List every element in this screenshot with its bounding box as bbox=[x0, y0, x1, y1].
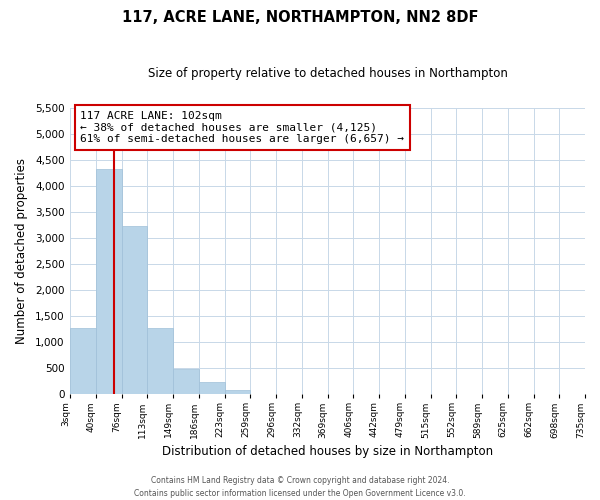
Bar bbox=[199, 382, 224, 394]
Bar bbox=[224, 390, 250, 394]
Text: 117, ACRE LANE, NORTHAMPTON, NN2 8DF: 117, ACRE LANE, NORTHAMPTON, NN2 8DF bbox=[122, 10, 478, 25]
Text: Contains HM Land Registry data © Crown copyright and database right 2024.
Contai: Contains HM Land Registry data © Crown c… bbox=[134, 476, 466, 498]
Bar bbox=[122, 226, 148, 394]
Bar bbox=[96, 169, 122, 394]
Bar bbox=[70, 328, 96, 394]
Text: 117 ACRE LANE: 102sqm
← 38% of detached houses are smaller (4,125)
61% of semi-d: 117 ACRE LANE: 102sqm ← 38% of detached … bbox=[80, 111, 404, 144]
Bar bbox=[148, 328, 173, 394]
Bar bbox=[173, 370, 199, 394]
Title: Size of property relative to detached houses in Northampton: Size of property relative to detached ho… bbox=[148, 68, 508, 80]
Y-axis label: Number of detached properties: Number of detached properties bbox=[15, 158, 28, 344]
X-axis label: Distribution of detached houses by size in Northampton: Distribution of detached houses by size … bbox=[162, 444, 493, 458]
